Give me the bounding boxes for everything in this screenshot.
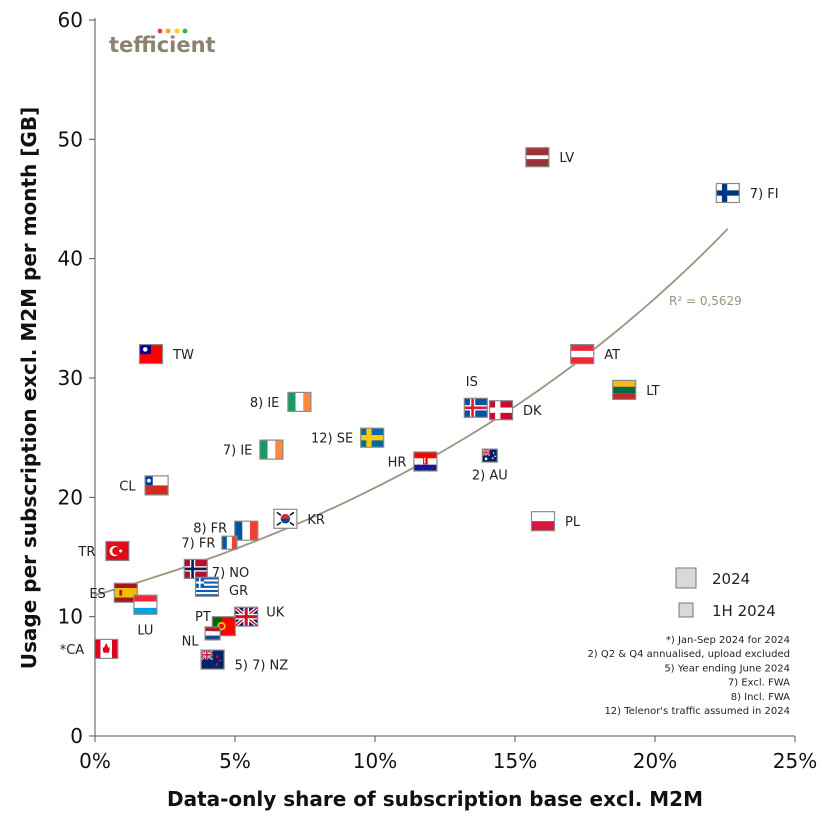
data-point-nl — [204, 626, 221, 641]
data-point-ie — [259, 439, 284, 460]
x-tick-label: 0% — [79, 749, 111, 773]
footnote: 5) Year ending June 2024 — [664, 663, 790, 674]
data-point-lt — [612, 379, 637, 400]
data-point-fi — [715, 182, 740, 204]
point-label: CL — [119, 479, 136, 494]
y-tick-label: 20 — [58, 485, 83, 509]
data-point-pt — [211, 616, 236, 637]
data-point-nz — [200, 649, 225, 670]
x-tick-label: 25% — [773, 749, 817, 773]
point-label: TW — [172, 348, 194, 363]
x-tick-label: 10% — [353, 749, 397, 773]
data-point-ie — [287, 391, 312, 412]
brand-dot — [174, 28, 180, 34]
point-label: 7) NO — [212, 566, 249, 581]
data-point-no — [183, 558, 208, 580]
point-label: 2) AU — [472, 469, 508, 484]
data-point-tw — [138, 344, 164, 365]
x-tick-label: 15% — [493, 749, 537, 773]
data-point-fr — [234, 520, 259, 541]
y-axis-title: Usage per subscription excl. M2M per mon… — [17, 107, 41, 669]
footnote: 7) Excl. FWA — [728, 678, 790, 689]
data-point-at — [570, 344, 595, 365]
point-label: *CA — [60, 643, 85, 658]
point-label: 7) FI — [750, 187, 779, 202]
data-point-is — [463, 397, 488, 418]
legend-marker — [675, 567, 697, 589]
data-point-cl — [144, 475, 169, 496]
point-label: ES — [89, 587, 105, 602]
data-point-se — [360, 427, 385, 448]
y-tick-label: 40 — [58, 247, 83, 271]
point-label: DK — [523, 404, 542, 419]
data-point-uk — [233, 605, 259, 628]
data-points: LV 7) FI TW AT LT 8) IE IS DK 12) SE 7) IE 2) AU HR… — [60, 147, 779, 674]
brand-dot — [165, 28, 171, 34]
x-tick-label: 20% — [633, 749, 677, 773]
point-label: UK — [266, 606, 285, 621]
footnote: *) Jan-Sep 2024 for 2024 — [666, 635, 790, 646]
data-point-lv — [525, 147, 550, 168]
y-tick-label: 0 — [70, 724, 83, 748]
data-point-tr — [105, 540, 130, 562]
point-label: KR — [307, 513, 325, 528]
y-tick-label: 50 — [58, 127, 83, 151]
point-label: TR — [77, 545, 95, 560]
brand-text: tefficient — [109, 33, 216, 57]
data-point-hr — [413, 451, 438, 472]
brand-dot — [182, 28, 188, 34]
data-point-au — [481, 448, 498, 463]
y-tick-label: 60 — [58, 8, 83, 32]
point-label: AT — [604, 348, 620, 363]
point-label: 12) SE — [311, 432, 353, 447]
point-label: HR — [388, 456, 407, 471]
x-tick-label: 5% — [219, 749, 251, 773]
data-point-dk — [488, 400, 514, 421]
point-label: 7) FR — [181, 537, 215, 552]
data-point-kr — [273, 508, 298, 529]
data-point-ca — [94, 638, 119, 660]
point-label: IS — [466, 375, 478, 390]
axes: 0 10 20 30 40 50 60 0% 5% 10% 15% 20% 25% — [58, 8, 818, 773]
point-label: GR — [229, 584, 248, 599]
footnote: 2) Q2 & Q4 annualised, upload excluded — [587, 649, 790, 660]
x-axis-title: Data-only share of subscription base exc… — [167, 787, 703, 811]
point-label: 5) 7) NZ — [235, 659, 289, 674]
point-label: LV — [559, 151, 574, 166]
point-label: NL — [182, 634, 200, 649]
data-point-es — [113, 582, 138, 603]
legend-marker — [678, 602, 694, 618]
brand-dot — [157, 28, 163, 34]
footnotes: *) Jan-Sep 2024 for 2024 2) Q2 & Q4 annua… — [587, 635, 790, 717]
legend: 2024 1H 2024 — [675, 567, 776, 620]
point-label: PL — [565, 515, 581, 530]
point-label: LU — [137, 624, 153, 639]
footnote: 12) Telenor's traffic assumed in 2024 — [604, 706, 790, 717]
legend-label: 2024 — [712, 570, 750, 588]
footnote: 8) Incl. FWA — [731, 692, 790, 703]
brand-logo: tefficient — [109, 28, 216, 57]
point-label: LT — [646, 384, 659, 399]
data-point-gr — [194, 576, 220, 597]
legend-label: 1H 2024 — [712, 602, 776, 620]
point-label: 8) IE — [250, 396, 280, 411]
r2-label: R² = 0,5629 — [669, 294, 742, 308]
data-point-pl — [530, 511, 556, 532]
point-label: 8) FR — [193, 522, 227, 537]
point-label: PT — [195, 610, 211, 625]
point-label: 7) IE — [223, 444, 253, 459]
y-tick-label: 30 — [58, 366, 83, 390]
data-point-fr — [221, 535, 238, 550]
y-tick-label: 10 — [58, 605, 83, 629]
data-point-lu — [133, 594, 158, 615]
